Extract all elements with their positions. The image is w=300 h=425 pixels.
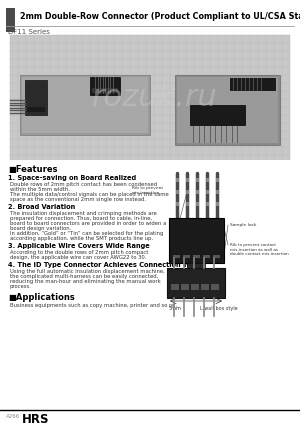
Bar — [215, 190, 218, 194]
Bar — [175, 75, 280, 145]
Text: According to the double rows of 2mm pitch compact: According to the double rows of 2mm pitc… — [10, 250, 148, 255]
Bar — [203, 255, 210, 258]
Bar — [176, 202, 178, 206]
Bar — [206, 190, 208, 194]
Text: L wall box style: L wall box style — [200, 306, 238, 311]
Bar — [22, 77, 148, 133]
Bar — [196, 190, 199, 194]
Bar — [167, 268, 225, 298]
Text: ■Features: ■Features — [8, 165, 58, 174]
Text: HRS: HRS — [22, 413, 50, 425]
Bar — [187, 263, 205, 269]
Text: 2mm Double-Row Connector (Product Compliant to UL/CSA Standard): 2mm Double-Row Connector (Product Compli… — [20, 12, 300, 21]
Bar — [215, 202, 218, 206]
Text: rozuk.ru: rozuk.ru — [92, 82, 218, 111]
Text: 4. The ID Type Connector Achieves Connection Work.: 4. The ID Type Connector Achieves Connec… — [8, 262, 205, 268]
Text: Double rows of 2mm pitch contact has been condensed: Double rows of 2mm pitch contact has bee… — [10, 182, 157, 187]
Bar — [191, 284, 199, 290]
Bar — [173, 255, 180, 258]
Bar — [10, 35, 290, 160]
Text: The multiple data/control signals can be placed in the same: The multiple data/control signals can be… — [10, 192, 169, 197]
Text: process.: process. — [10, 284, 32, 289]
Bar — [211, 284, 219, 290]
Bar — [171, 284, 179, 290]
Text: design, the applicable wire can cover AWG22 to 30.: design, the applicable wire can cover AW… — [10, 255, 146, 260]
Text: within the 5mm width.: within the 5mm width. — [10, 187, 70, 192]
Text: A266: A266 — [6, 414, 20, 419]
Text: 3. Applicable Wire Covers Wide Range: 3. Applicable Wire Covers Wide Range — [8, 243, 150, 249]
Bar — [25, 80, 47, 115]
Bar — [196, 202, 199, 206]
Text: Using the full automatic insulation displacement machine,: Using the full automatic insulation disp… — [10, 269, 165, 274]
Bar — [185, 190, 188, 194]
Bar — [193, 255, 200, 258]
Bar — [27, 107, 45, 112]
Text: board to board connectors are provided in order to widen a: board to board connectors are provided i… — [10, 221, 166, 226]
Bar — [190, 105, 245, 125]
Text: according application, while the SMT products line up.: according application, while the SMT pro… — [10, 236, 153, 241]
Bar — [92, 88, 118, 93]
Text: prepared for connection. Thus, board to cable, in-line,: prepared for connection. Thus, board to … — [10, 216, 152, 221]
Text: Rib to prevent
mis-insertion: Rib to prevent mis-insertion — [132, 186, 163, 195]
Text: 2. Broad Variation: 2. Broad Variation — [8, 204, 75, 210]
Text: reducing the man-hour and eliminating the manual work: reducing the man-hour and eliminating th… — [10, 279, 161, 284]
Bar — [20, 75, 150, 135]
Bar — [183, 255, 190, 258]
Bar — [185, 202, 188, 206]
Text: ■Applications: ■Applications — [8, 293, 75, 302]
Text: 5mm: 5mm — [169, 306, 182, 311]
Text: board design variation.: board design variation. — [10, 226, 71, 231]
Bar — [6, 8, 15, 32]
Bar — [206, 178, 208, 182]
Bar — [201, 284, 209, 290]
Text: Business equipments such as copy machine, printer and so on.: Business equipments such as copy machine… — [10, 303, 177, 308]
Bar — [206, 202, 208, 206]
Bar — [90, 77, 120, 95]
Text: The insulation displacement and crimping methods are: The insulation displacement and crimping… — [10, 211, 157, 216]
Text: DF11 Series: DF11 Series — [8, 29, 50, 35]
Text: space as the conventional 2mm single row instead.: space as the conventional 2mm single row… — [10, 197, 146, 202]
Text: In addition, “Gold” or “Tin” can be selected for the plating: In addition, “Gold” or “Tin” can be sele… — [10, 231, 164, 236]
Bar — [177, 77, 278, 143]
Text: Rib to prevent contact
mis-insertion as well as
double contact mis-insertion: Rib to prevent contact mis-insertion as … — [230, 243, 289, 256]
Bar — [230, 78, 275, 90]
Text: 1. Space-saving on Board Realized: 1. Space-saving on Board Realized — [8, 175, 136, 181]
Bar — [181, 284, 189, 290]
Bar — [185, 178, 188, 182]
Bar — [196, 178, 199, 182]
Bar — [176, 178, 178, 182]
Bar — [213, 255, 220, 258]
Bar — [169, 218, 224, 263]
Bar — [215, 178, 218, 182]
Text: Sample lock: Sample lock — [230, 223, 256, 227]
Bar — [176, 190, 178, 194]
Text: the complicated multi-harness can be easily connected,: the complicated multi-harness can be eas… — [10, 274, 158, 279]
